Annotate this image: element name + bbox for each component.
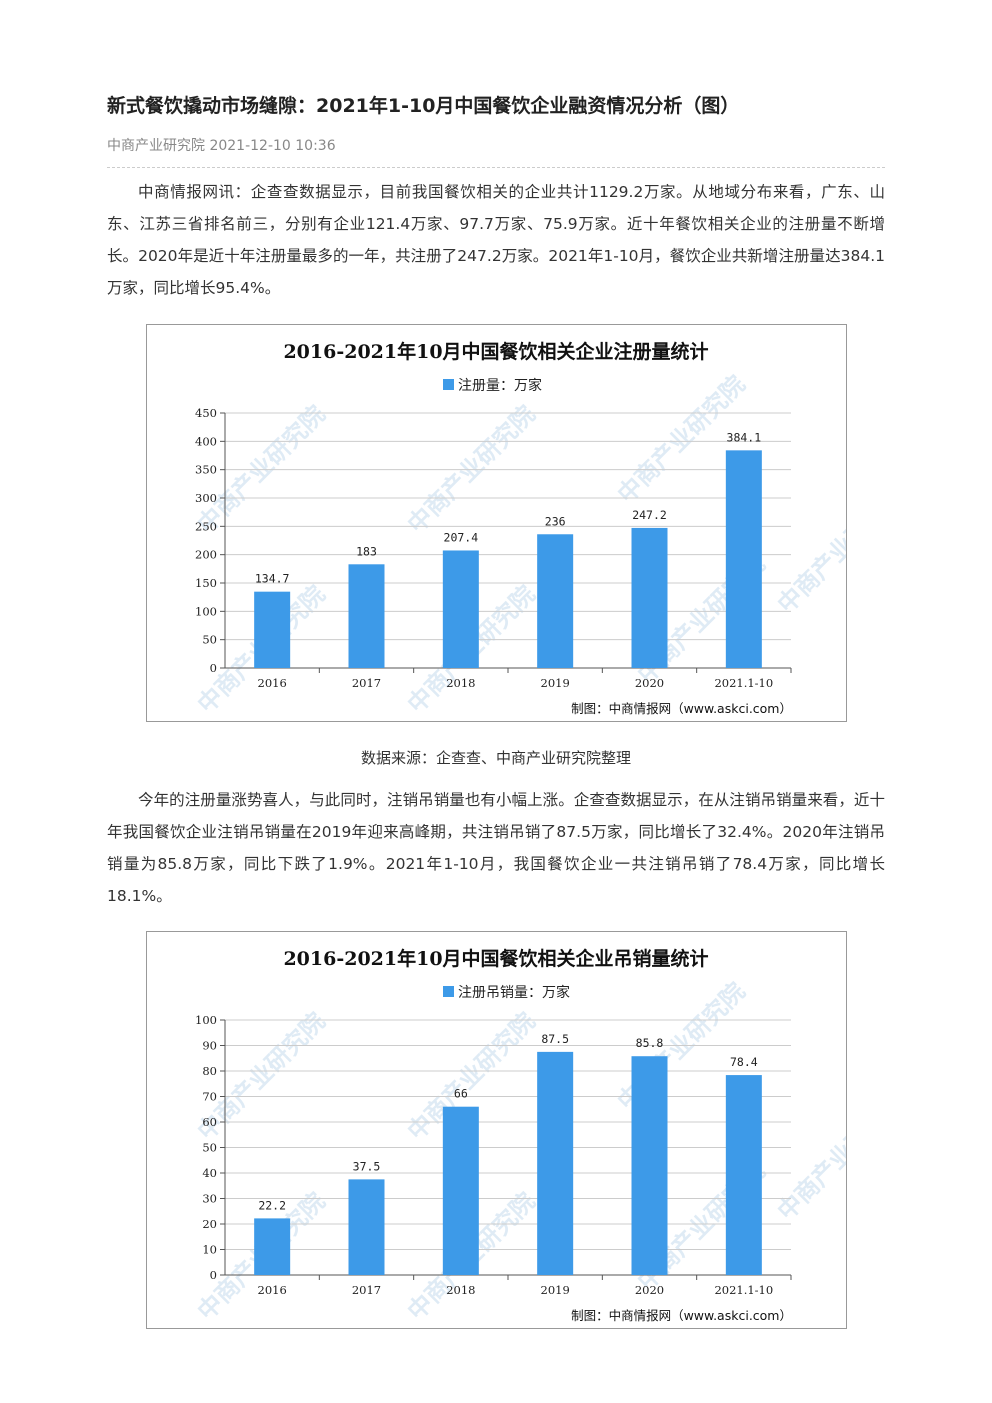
bar: [254, 1218, 291, 1275]
data-source-caption: 数据来源：企查查、中商产业研究院整理: [360, 749, 631, 767]
bar: [537, 534, 574, 668]
y-tick-label: 0: [210, 1268, 217, 1282]
data-label: 247.2: [632, 508, 667, 522]
article-meta: 中商产业研究院 2021-12-10 10:36: [107, 138, 336, 154]
y-tick-label: 50: [202, 1141, 217, 1155]
y-tick-label: 200: [195, 548, 217, 562]
x-tick-label: 2020: [635, 676, 664, 690]
data-label: 85.8: [636, 1036, 664, 1050]
y-tick-label: 10: [202, 1243, 217, 1257]
paragraph-1: 中商情报网讯：企查查数据显示，目前我国餐饮相关的企业共计1129.2万家。从地域…: [107, 183, 885, 297]
bar: [725, 450, 762, 668]
chart-credit: 制图：中商情报网（www.askci.com）: [571, 701, 792, 716]
data-label: 22.2: [258, 1198, 286, 1212]
legend-label: 注册吊销量：万家: [458, 984, 570, 1001]
registration-chart: 中商产业研究院中商产业研究院中商产业研究院中商产业研究院中商产业研究院中商产业研…: [146, 324, 847, 722]
paragraph-2: 今年的注册量涨势喜人，与此同时，注销吊销量也有小幅上涨。企查查数据显示，在从注销…: [107, 791, 885, 905]
y-tick-label: 60: [202, 1115, 217, 1129]
watermark-text: 中商产业研究院: [772, 480, 846, 619]
data-label: 183: [356, 544, 377, 558]
x-tick-label: 2019: [541, 1283, 570, 1297]
divider: [107, 167, 885, 168]
revocation-chart-svg: 中商产业研究院中商产业研究院中商产业研究院中商产业研究院中商产业研究院中商产业研…: [192, 947, 846, 1326]
x-tick-label: 2020: [635, 1283, 664, 1297]
y-tick-label: 100: [195, 604, 217, 618]
y-tick-label: 450: [195, 406, 217, 420]
x-tick-label: 2019: [541, 676, 570, 690]
bar: [631, 527, 668, 668]
bar: [442, 550, 479, 668]
bar: [348, 1179, 385, 1275]
data-label: 66: [454, 1087, 468, 1101]
bar: [442, 1106, 479, 1275]
bar: [725, 1075, 762, 1275]
y-tick-label: 350: [195, 463, 217, 477]
y-tick-label: 50: [202, 633, 217, 647]
article-title: 新式餐饮撬动市场缝隙：2021年1-10月中国餐饮企业融资情况分析（图）: [107, 95, 740, 117]
y-tick-label: 300: [195, 491, 217, 505]
legend-label: 注册量：万家: [458, 377, 542, 394]
chart-title: 2016-2021年10月中国餐饮相关企业吊销量统计: [283, 947, 708, 970]
y-tick-label: 90: [202, 1039, 217, 1053]
x-tick-label: 2018: [446, 676, 475, 690]
y-tick-label: 30: [202, 1192, 217, 1206]
legend-swatch: [443, 379, 454, 390]
revocation-chart: 中商产业研究院中商产业研究院中商产业研究院中商产业研究院中商产业研究院中商产业研…: [146, 931, 847, 1329]
x-tick-label: 2017: [352, 1283, 381, 1297]
y-tick-label: 0: [210, 661, 217, 675]
y-tick-label: 20: [202, 1217, 217, 1231]
data-label: 37.5: [353, 1159, 381, 1173]
watermark-text: 中商产业研究院: [772, 1087, 846, 1226]
chart-credit: 制图：中商情报网（www.askci.com）: [571, 1308, 792, 1323]
data-label: 78.4: [730, 1055, 758, 1069]
y-tick-label: 80: [202, 1064, 217, 1078]
y-tick-label: 250: [195, 519, 217, 533]
y-tick-label: 70: [202, 1090, 217, 1104]
data-label: 134.7: [255, 572, 290, 586]
bar: [631, 1056, 668, 1275]
y-tick-label: 150: [195, 576, 217, 590]
registration-chart-svg: 中商产业研究院中商产业研究院中商产业研究院中商产业研究院中商产业研究院中商产业研…: [192, 340, 846, 719]
bar: [537, 1051, 574, 1275]
data-label: 87.5: [541, 1032, 569, 1046]
x-tick-label: 2017: [352, 676, 381, 690]
legend-swatch: [443, 986, 454, 997]
bar: [254, 591, 291, 668]
data-label: 207.4: [444, 530, 479, 544]
x-tick-label: 2021.1-10: [714, 676, 773, 690]
x-tick-label: 2018: [446, 1283, 475, 1297]
y-tick-label: 40: [202, 1166, 217, 1180]
bar: [348, 564, 385, 668]
data-label: 236: [545, 514, 566, 528]
data-label: 384.1: [727, 430, 762, 444]
y-tick-label: 400: [195, 434, 217, 448]
y-tick-label: 100: [195, 1013, 217, 1027]
x-tick-label: 2016: [258, 676, 287, 690]
x-tick-label: 2021.1-10: [714, 1283, 773, 1297]
chart-title: 2016-2021年10月中国餐饮相关企业注册量统计: [283, 340, 708, 363]
x-tick-label: 2016: [258, 1283, 287, 1297]
